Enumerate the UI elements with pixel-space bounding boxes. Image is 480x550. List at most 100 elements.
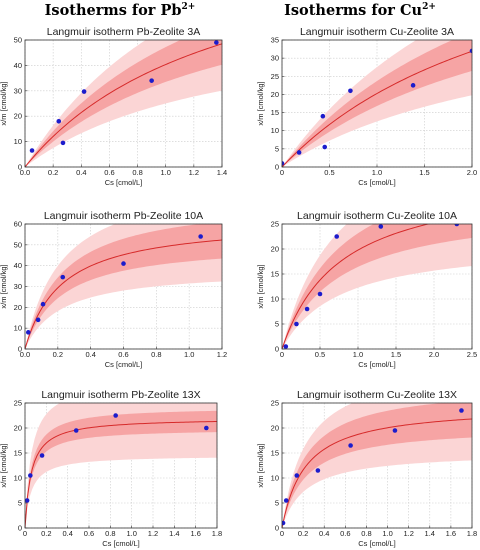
y-tick-label: 25 [271,399,279,408]
x-tick-label: 1.8 [212,529,222,538]
y-tick-label: 5 [18,499,22,508]
y-tick-label: 20 [271,245,279,254]
data-point [73,428,79,433]
data-point [56,118,62,124]
x-axis-label: Cs [cmol/L] [102,539,140,548]
plot-area [282,40,472,167]
x-tick-label: 0.6 [104,168,114,177]
x-tick-label: 1.0 [126,529,136,538]
plot-area [25,40,222,167]
y-axis-label: x/m [cmol/kg] [0,443,8,487]
y-tick-label: 40 [14,261,22,270]
y-tick-label: 20 [14,112,22,121]
x-tick-label: 0 [280,529,284,538]
data-point [296,150,302,155]
y-tick-label: 60 [14,220,22,229]
prediction-band-outer [282,224,472,349]
plot-frame [281,223,473,350]
x-tick-label: 1.6 [190,529,200,538]
plot-area [282,403,472,528]
x-tick-label: 0 [280,168,284,177]
x-axis-label: Cs [cmol/L] [105,360,143,369]
x-tick-label: 0.4 [76,168,86,177]
y-tick-label: 40 [14,61,22,70]
x-tick-label: 0.6 [84,529,94,538]
x-tick-label: 0.5 [324,168,334,177]
x-tick-label: 0.0 [20,350,30,359]
y-tick-label: 25 [271,220,279,229]
plot-frame [24,39,223,168]
y-tick-label: 0 [275,524,279,533]
langmuir-fit-line [282,224,431,349]
chart-6: Langmuir isotherm Cu-Zeolite 13X 0 0.2 0.4 0… [256,389,477,548]
langmuir-fit-line [25,43,222,167]
x-tick-label: 1.6 [446,529,456,538]
y-tick-label: 20 [14,303,22,312]
x-axis-label: Cs [cmol/L] [105,178,143,187]
data-point [35,317,41,323]
data-point [410,83,416,88]
data-point [282,161,285,166]
x-tick-label: 0.6 [340,529,350,538]
chart-1: Langmuir isotherm Pb-Zeolite 3A 0.0 0.2 0.4… [0,26,227,187]
y-tick-label: 20 [14,424,22,433]
x-tick-label: 1.0 [372,168,382,177]
data-point [28,473,33,478]
x-tick-label: 0.2 [53,350,63,359]
langmuir-fit-line [25,239,222,349]
langmuir-fit-line [282,418,472,528]
data-point [204,425,209,431]
data-point [283,344,289,349]
y-tick-label: 10 [14,474,22,483]
x-tick-label: 1.4 [169,529,179,538]
data-point [392,428,398,433]
plot-area [282,224,472,349]
chart-4: Langmuir isotherm Cu-Zeolite 10A 0 0.5 1.0 1… [256,210,477,369]
x-tick-label: 0.2 [48,168,58,177]
y-tick-label: 10 [271,295,279,304]
data-point [315,468,321,473]
data-point [29,148,35,153]
x-axis-label: Cs [cmol/L] [358,360,396,369]
y-axis-label: x/m [cmol/kg] [256,81,265,125]
x-tick-label: 1.0 [184,350,194,359]
data-point [454,224,460,227]
y-axis-label: x/m [cmol/kg] [256,264,265,308]
x-axis-label: Cs [cmol/L] [358,178,396,187]
y-tick-label: 50 [14,36,22,45]
x-tick-label: 1.5 [391,350,401,359]
y-tick-label: 30 [271,54,279,63]
y-tick-label: 5 [275,144,279,153]
y-tick-label: 15 [271,270,279,279]
y-tick-label: 10 [271,126,279,135]
x-tick-label: 1.0 [160,168,170,177]
x-tick-label: 2.0 [467,168,477,177]
x-tick-label: 0.4 [62,529,72,538]
x-tick-label: 0.2 [41,529,51,538]
y-tick-label: 30 [14,86,22,95]
x-tick-label: 0.0 [20,168,30,177]
y-tick-label: 0 [275,345,279,354]
chart-title: Langmuir isotherm Pb-Zeolite 3A [47,26,201,38]
data-point [334,234,340,239]
y-tick-label: 10 [271,474,279,483]
x-tick-label: 0.8 [132,168,142,177]
data-point [348,88,353,94]
data-point [282,520,286,526]
y-tick-label: 25 [271,72,279,81]
y-tick-label: 35 [271,36,279,45]
x-tick-label: 1.2 [189,168,199,177]
pb-column-title: Isotherms for Pb2+ [0,2,240,19]
y-tick-label: 10 [14,137,22,146]
data-point [459,408,464,413]
y-tick-label: 0 [18,345,22,354]
cu-column-title: Isotherms for Cu2+ [240,2,480,19]
chart-2: Langmuir isotherm Cu-Zeolite 3A 0 0.5 1.0 1.… [256,26,477,187]
x-tick-label: 1.8 [467,529,477,538]
x-tick-label: 1.0 [353,350,363,359]
data-point [294,473,300,478]
x-tick-label: 0.6 [118,350,128,359]
y-tick-label: 20 [271,90,279,99]
prediction-band-inner [282,224,472,349]
data-point [283,498,289,503]
